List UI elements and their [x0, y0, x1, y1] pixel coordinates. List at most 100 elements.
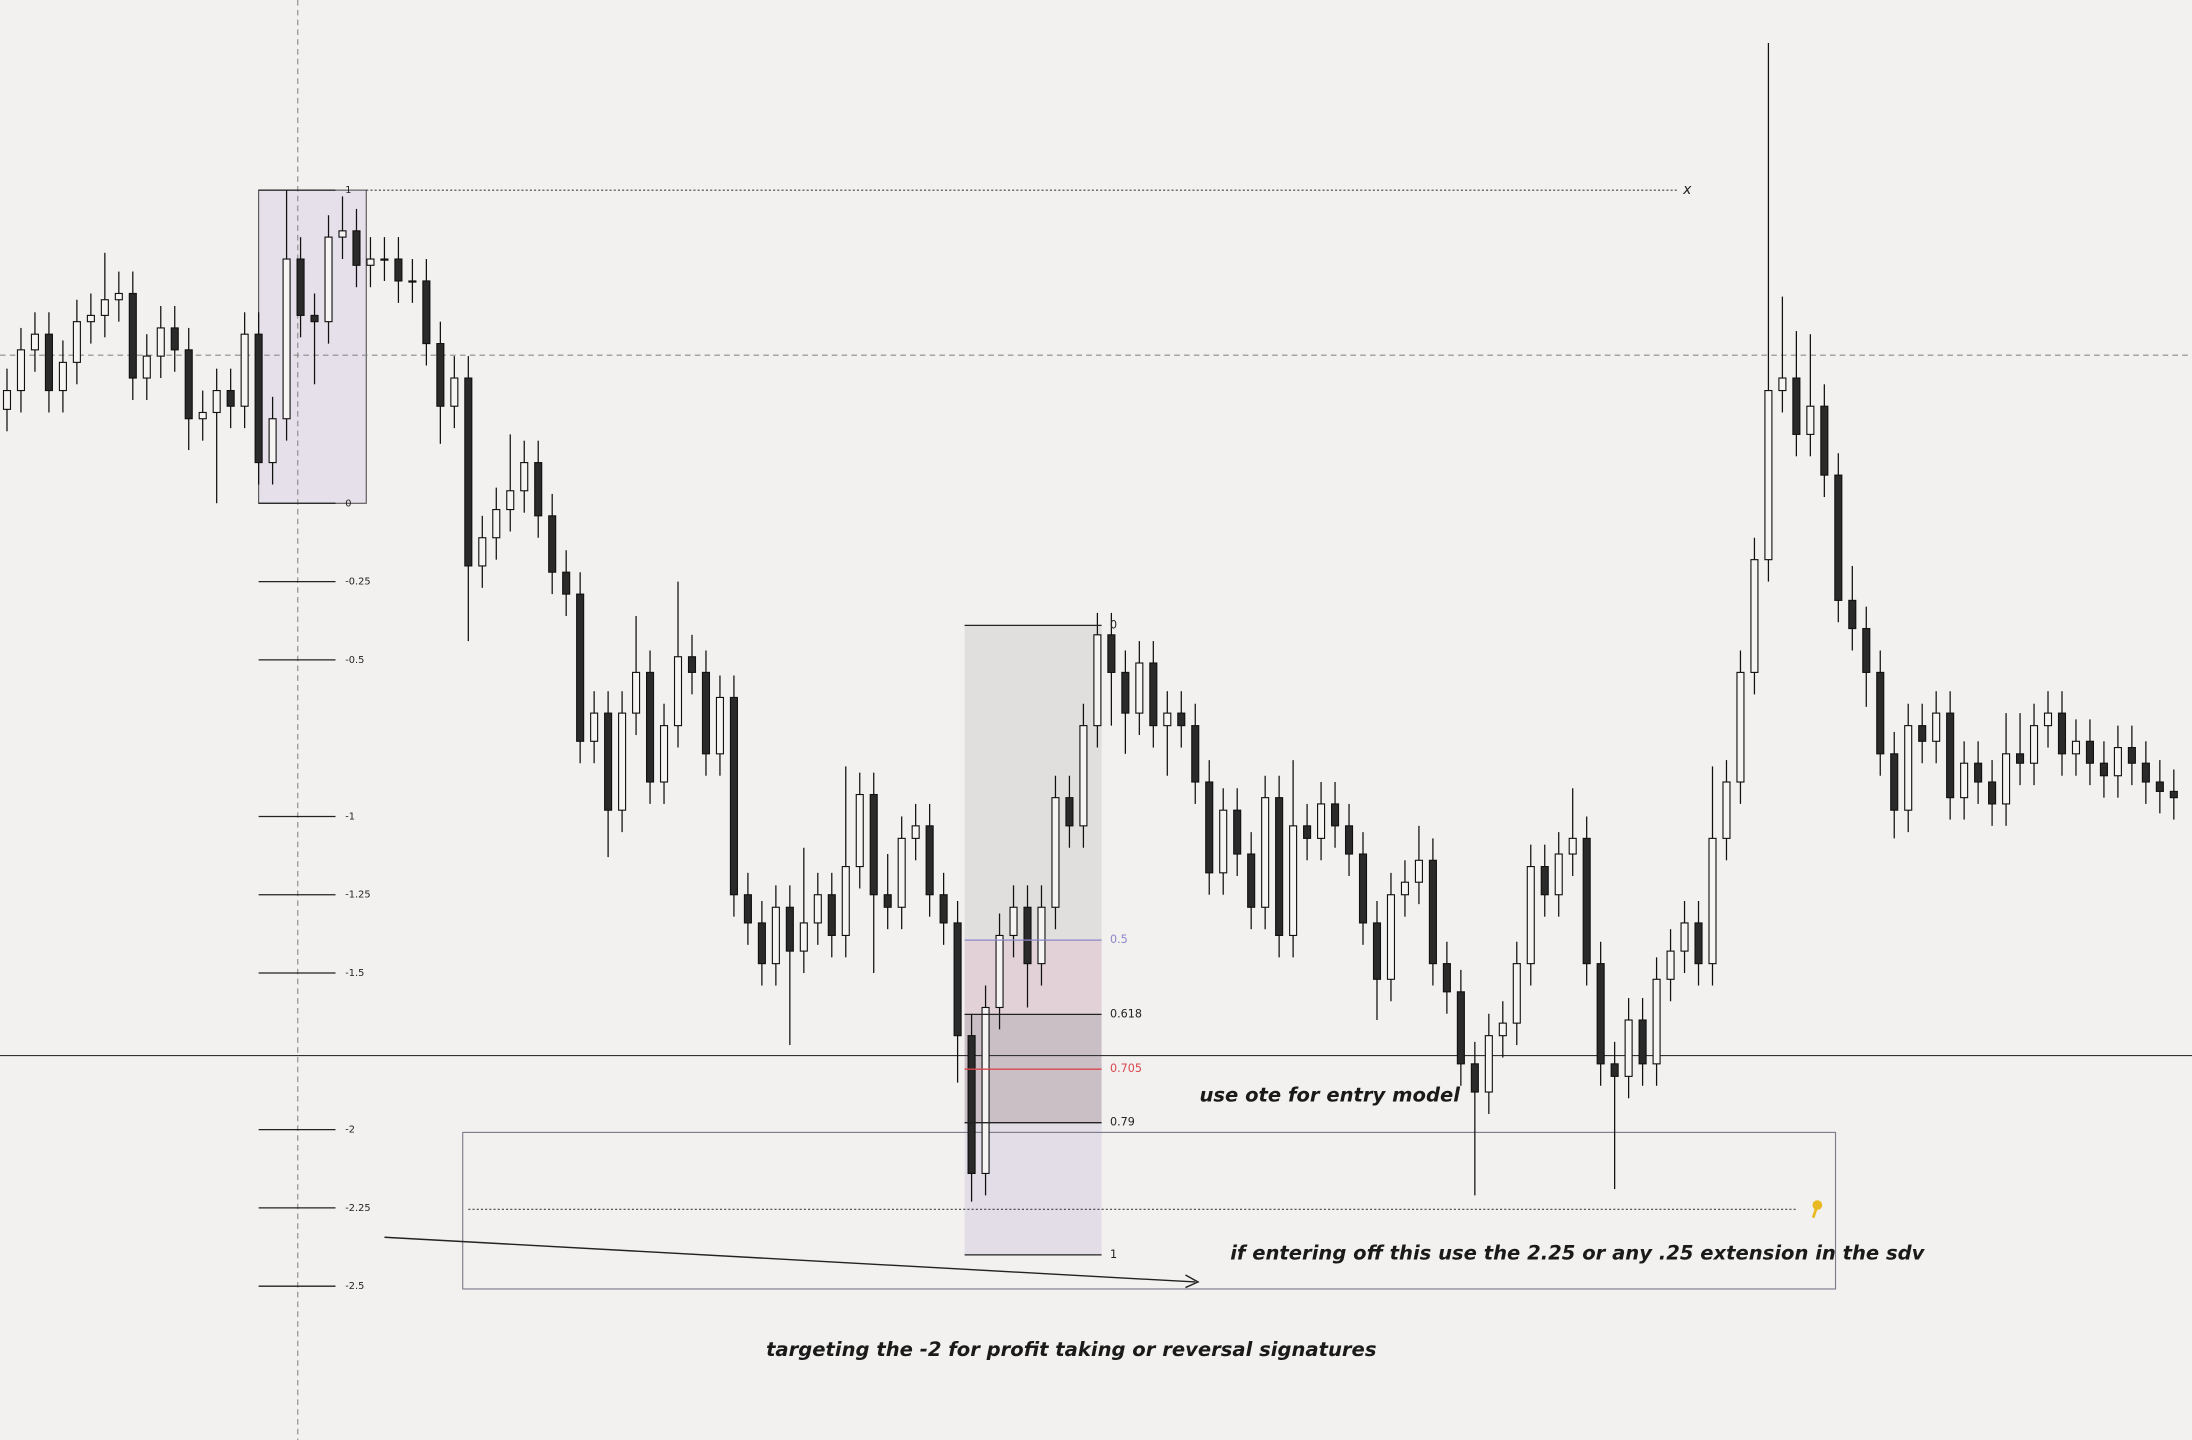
candle-body	[883, 894, 892, 908]
candle-body	[1163, 712, 1172, 727]
candle-body	[841, 865, 850, 937]
candle-body	[156, 327, 165, 357]
key-icon	[1811, 1200, 1823, 1219]
candle-body	[1009, 906, 1018, 937]
fib-level-label: 0.79	[1110, 1116, 1135, 1129]
candle-body	[1610, 1063, 1619, 1077]
candle-body	[1848, 599, 1857, 630]
candle-body	[478, 537, 487, 567]
candle-body	[953, 922, 962, 1037]
candle-body	[1037, 906, 1046, 965]
candle-body	[1470, 1063, 1479, 1093]
candle-body	[1778, 377, 1787, 392]
candle-body	[1442, 963, 1451, 993]
candle-body	[1540, 865, 1549, 896]
candle-body	[715, 696, 725, 755]
candle-body	[2029, 725, 2039, 764]
candle-body	[2127, 746, 2136, 764]
key-head	[1812, 1200, 1823, 1210]
candle-body	[2057, 712, 2067, 755]
candle-body	[1107, 634, 1116, 673]
candle-body	[590, 712, 599, 742]
candle-body	[72, 321, 81, 363]
candle-body	[366, 258, 375, 266]
candle-body	[1722, 781, 1731, 839]
fib-level-label: -2.25	[345, 1203, 370, 1214]
candle-body	[2155, 781, 2164, 792]
candle-body	[352, 230, 361, 266]
candle-body	[436, 343, 445, 407]
candle-body	[506, 490, 515, 511]
candle-body	[1135, 662, 1144, 714]
candle-body	[1051, 797, 1060, 908]
annotation: x	[1682, 182, 1692, 198]
candle-body	[1191, 725, 1200, 783]
arrow-line	[384, 1236, 1196, 1283]
fib-level-label: -0.5	[345, 655, 364, 666]
candle-body	[1079, 725, 1088, 827]
candle-body	[1806, 405, 1815, 435]
annotation: targeting the -2 for profit taking or re…	[766, 1338, 1376, 1361]
candle-body	[771, 906, 780, 965]
candle-body	[1750, 559, 1759, 673]
candle-body	[925, 825, 934, 896]
candles	[2, 42, 2178, 1202]
candle-body	[296, 258, 305, 316]
candle-body	[1428, 859, 1437, 965]
candle-body	[492, 508, 501, 539]
candle-body	[1512, 963, 1521, 1024]
candle-body	[1065, 797, 1074, 827]
candle-body	[1764, 389, 1773, 561]
candle-body	[1400, 881, 1410, 896]
candle-body	[673, 656, 683, 727]
candle-body	[520, 462, 529, 492]
annotation: use ote for entry model	[1199, 1084, 1460, 1107]
candle-body	[1904, 725, 1913, 811]
candle-body	[2002, 753, 2011, 805]
candle-body	[282, 258, 291, 420]
candle-body	[268, 418, 277, 464]
candle-body	[1862, 627, 1871, 673]
candle-body	[1358, 853, 1368, 924]
candle-body	[1582, 837, 1591, 965]
candle-body	[1792, 377, 1801, 435]
fib-levels: 1 0 -0.25 -0.5 -1 -1.25 -1.5 -2 -2.25 -2.5 0 0.5 0.6…	[258, 185, 1142, 1292]
candle-body	[799, 922, 808, 952]
candle-body	[995, 934, 1004, 1009]
candle-body	[855, 793, 864, 868]
candle-body	[1666, 950, 1675, 980]
annotation: if entering off this use the 2.25 or any…	[1230, 1242, 1925, 1265]
candle-body	[1568, 837, 1577, 855]
candle-body	[1624, 1019, 1633, 1077]
candle-body	[1638, 1019, 1647, 1065]
candle-body	[687, 656, 697, 673]
arrow-head	[1185, 1274, 1200, 1289]
candle-body	[645, 671, 655, 783]
candle-body	[1736, 671, 1745, 783]
candle-body	[1694, 922, 1703, 965]
candle-body	[757, 922, 766, 965]
candle-body	[548, 515, 557, 573]
candle-body	[2043, 712, 2053, 727]
candle-body	[1932, 712, 1941, 742]
candle-body	[659, 725, 669, 783]
fib-level-label: 1	[345, 185, 351, 196]
candle-body	[184, 349, 193, 420]
candle-body	[1974, 762, 1983, 783]
candle-body	[1876, 671, 1885, 755]
candle-body	[1177, 712, 1186, 727]
candle-body	[1344, 825, 1354, 855]
candle-body	[1652, 978, 1661, 1065]
fib-level-label: 0	[345, 498, 351, 509]
candle-body	[1484, 1035, 1493, 1093]
candle-body	[562, 571, 571, 595]
candle-body	[1330, 803, 1340, 827]
candle-body	[1918, 725, 1927, 742]
fib-level-label: 0.618	[1110, 1007, 1142, 1020]
candle-body	[897, 837, 906, 908]
candle-body	[813, 894, 822, 924]
candle-body	[729, 696, 738, 896]
candle-body	[1498, 1022, 1507, 1037]
